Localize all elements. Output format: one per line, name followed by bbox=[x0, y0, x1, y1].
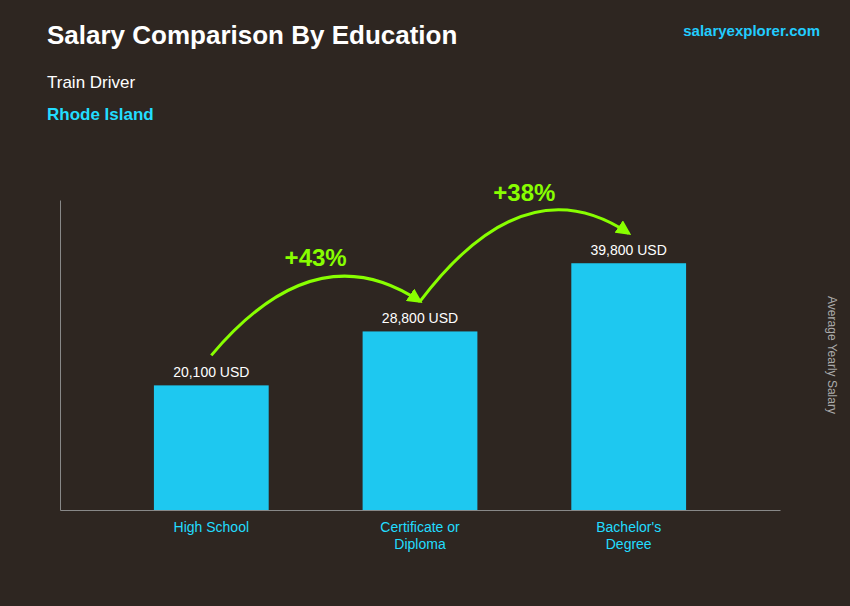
annotation: +38% bbox=[493, 179, 555, 206]
bar bbox=[154, 385, 269, 510]
y-axis bbox=[60, 201, 61, 511]
arc-arrow bbox=[420, 210, 629, 302]
x-tick-label-line: High School bbox=[174, 519, 250, 535]
x-tick-label: High School bbox=[174, 519, 250, 535]
x-tick-label: Certificate orDiploma bbox=[380, 519, 460, 552]
source: salaryexplorer.com bbox=[683, 22, 820, 39]
x-tick-label-line: Diploma bbox=[394, 536, 446, 552]
chart-container: Salary Comparison By Education Train Driv… bbox=[0, 0, 850, 606]
x-tick-label-line: Degree bbox=[606, 536, 652, 552]
y-axis-label: Average Yearly Salary bbox=[825, 296, 839, 414]
bar bbox=[571, 263, 686, 510]
x-tick-label-line: Certificate or bbox=[380, 519, 460, 535]
data-labels: 20,100 USD 28,800 USD 39,800 USD bbox=[173, 242, 667, 380]
x-tick-label-line: Bachelor's bbox=[596, 519, 661, 535]
x-axis: High School Certificate orDiploma Bachelor… bbox=[61, 511, 781, 552]
title: Salary Comparison By Education bbox=[47, 20, 457, 50]
x-tick: Certificate orDiploma bbox=[380, 519, 460, 552]
subtitle: Train Driver bbox=[47, 73, 135, 92]
subtitle: Rhode Island bbox=[47, 105, 154, 124]
y-axis-line bbox=[60, 201, 61, 511]
data-label: 28,800 USD bbox=[382, 310, 458, 326]
data-label: 20,100 USD bbox=[173, 364, 249, 380]
x-axis-line bbox=[61, 510, 781, 511]
background bbox=[0, 0, 850, 606]
bar bbox=[363, 331, 478, 510]
annotations: +43% +38% bbox=[211, 179, 628, 355]
x-tick-label: Bachelor'sDegree bbox=[596, 519, 661, 552]
annotation: +43% bbox=[285, 244, 347, 271]
x-tick: High School bbox=[174, 519, 250, 535]
x-tick: Bachelor'sDegree bbox=[596, 519, 661, 552]
arc-arrow bbox=[211, 276, 420, 355]
data-label: 39,800 USD bbox=[591, 242, 667, 258]
chart-svg: Salary Comparison By Education Train Driv… bbox=[0, 0, 850, 606]
